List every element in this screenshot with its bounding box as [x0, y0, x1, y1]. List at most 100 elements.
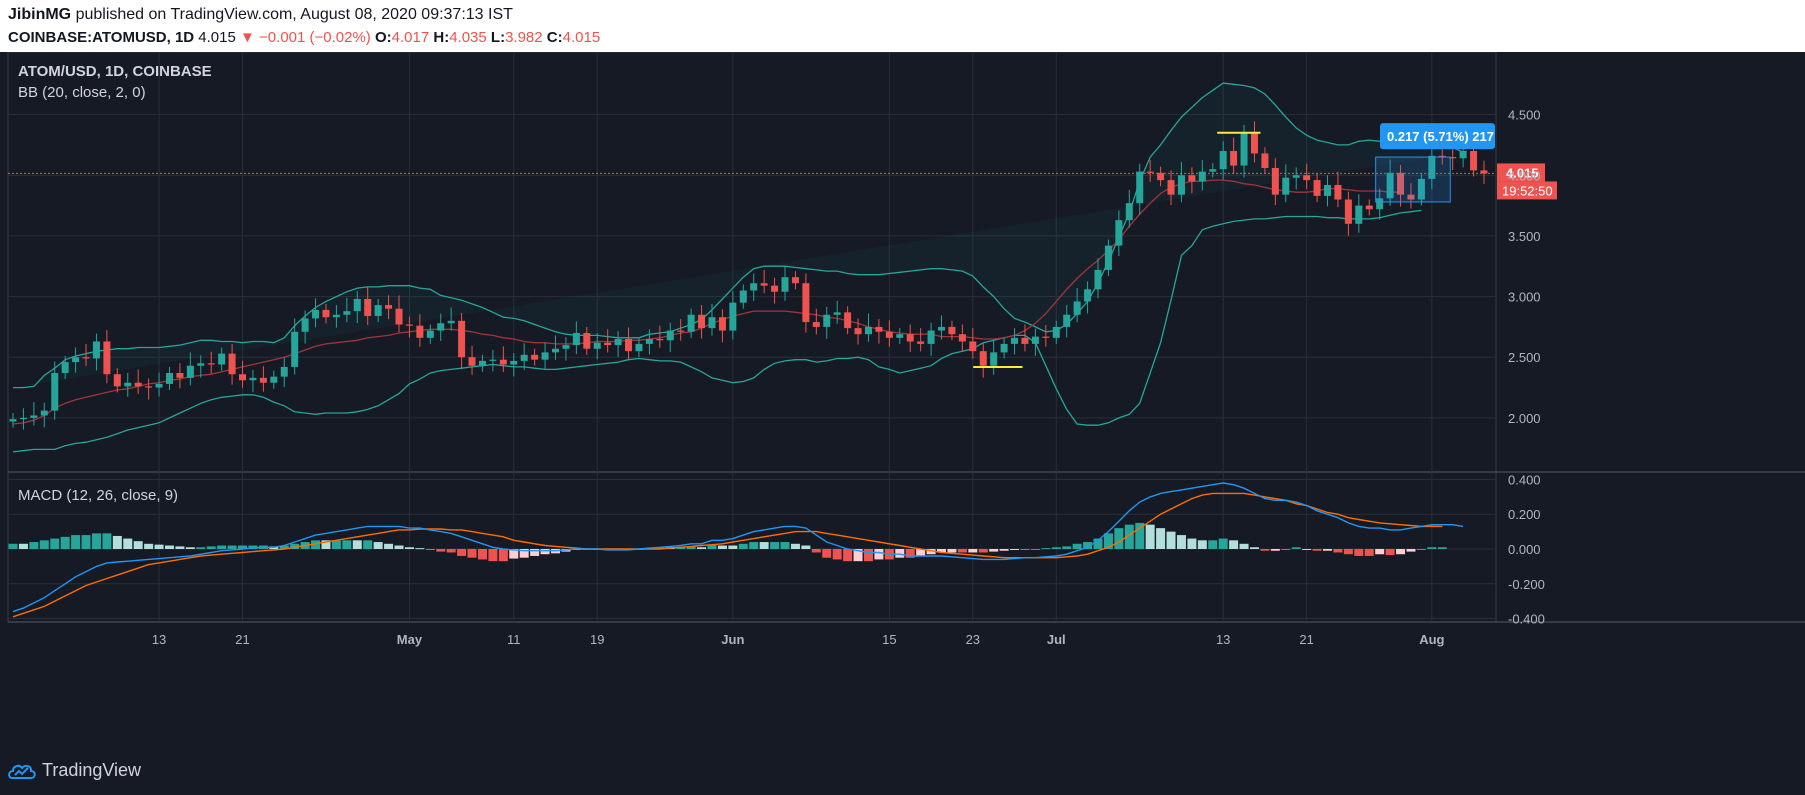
macd-histogram-bar [123, 538, 133, 549]
macd-histogram-bar [853, 549, 863, 562]
macd-histogram-bar [1083, 542, 1093, 549]
tradingview-logo[interactable]: TradingView [8, 760, 141, 781]
macd-histogram-bar [436, 549, 446, 552]
candle-body [1334, 184, 1342, 200]
macd-histogram-bar [905, 549, 915, 558]
macd-pane [8, 482, 1464, 618]
macd-histogram-bar [363, 540, 373, 549]
candle-body [833, 312, 841, 315]
x-tick-label: 11 [507, 632, 521, 647]
candle-body [791, 277, 799, 284]
macd-histogram-bar [238, 545, 248, 549]
candle-body [1428, 155, 1436, 179]
candle-body [625, 339, 633, 352]
candle-body [145, 386, 153, 388]
publish-header: JibinMG published on TradingView.com, Au… [0, 0, 1805, 52]
macd-histogram-bar [81, 535, 91, 549]
macd-histogram-bar [415, 548, 425, 550]
macd-histogram-bar [1010, 549, 1020, 550]
candle-body [1438, 155, 1446, 158]
macd-histogram-bar [1156, 528, 1166, 549]
chart-area[interactable]: 4.015 19:52:50 0.217 (5.71%) 217 13 21 May 11… [0, 52, 1805, 748]
macd-histogram-bar [697, 547, 707, 549]
candle-body [1042, 336, 1050, 338]
candle-body [218, 353, 226, 365]
macd-histogram-bar [530, 549, 540, 556]
macd-histogram-bar [39, 540, 49, 549]
candle-body [249, 377, 257, 381]
candle-body [666, 330, 674, 341]
macd-histogram-bar [60, 536, 70, 549]
macd-histogram-bar [373, 542, 383, 549]
macd-histogram-bar [102, 533, 112, 549]
candle-body [1407, 194, 1415, 200]
macd-histogram-bar [1093, 538, 1103, 549]
high-label: H: [433, 29, 450, 46]
candle-body [906, 334, 914, 342]
candle-body [604, 342, 612, 346]
x-tick-label: 13 [1216, 632, 1230, 647]
candle-body [1365, 205, 1373, 210]
candle-body [1261, 153, 1269, 168]
candle-body [1230, 150, 1238, 166]
macd-signal-line [12, 492, 1443, 618]
candle-body [1449, 157, 1457, 159]
candle-body [896, 334, 904, 338]
candle-body [1324, 184, 1332, 196]
macd-histogram-bar [1041, 548, 1051, 550]
candle-body [207, 363, 215, 365]
candle-body [228, 353, 236, 375]
candle-body [155, 383, 163, 388]
candle-body [176, 373, 184, 378]
macd-histogram-bar [1072, 543, 1082, 549]
candle-body [1376, 198, 1384, 210]
macd-histogram-bar [926, 549, 936, 555]
candle-body [1136, 171, 1144, 204]
macd-histogram-bar [999, 549, 1009, 551]
macd-histogram-bar [874, 549, 884, 560]
macd-histogram-bar [1020, 549, 1030, 550]
macd-histogram-bar [1343, 549, 1353, 555]
macd-histogram-bar [311, 540, 321, 549]
macd-histogram-bar [1051, 547, 1061, 549]
macd-histogram-bar [509, 549, 519, 559]
macd-histogram-bar [937, 549, 947, 553]
candle-body [343, 311, 351, 315]
open-value: 4.017 [391, 29, 430, 46]
x-tick-label: 23 [966, 632, 980, 647]
tradingview-cloud-icon [8, 764, 36, 779]
candle-body [917, 341, 925, 344]
candle-body [760, 283, 768, 286]
macd-histogram-bar [91, 533, 101, 549]
macd-histogram-bar [790, 543, 800, 549]
macd-histogram-bar [279, 545, 289, 549]
published-text: published on TradingView.com, August 08,… [75, 6, 513, 23]
macd-histogram-bar [1302, 549, 1312, 550]
candle-body [520, 354, 528, 361]
macd-histogram-bar [1375, 549, 1385, 555]
macd-y-tick-label: 0.400 [1508, 472, 1541, 487]
candle-body [885, 331, 893, 338]
macd-histogram-bar [1406, 549, 1416, 552]
macd-histogram-bar [488, 549, 498, 562]
macd-histogram-bar [540, 549, 550, 555]
y-tick-label: 2.500 [1508, 350, 1541, 365]
open-label: O: [374, 29, 392, 46]
candle-body [812, 322, 820, 327]
candle-body [385, 305, 393, 309]
macd-histogram-bar [1249, 547, 1259, 549]
candles [9, 121, 1488, 430]
macd-histogram-bar [342, 540, 352, 549]
author-name[interactable]: JibinMG [8, 6, 72, 23]
candle-body [1031, 336, 1039, 344]
low-value: 3.982 [505, 29, 543, 46]
x-tick-label: Jun [721, 632, 744, 647]
candle-body [301, 318, 309, 332]
candle-body [1115, 220, 1123, 246]
candle-body [1480, 170, 1488, 174]
low-label: L: [490, 29, 506, 46]
macd-histogram-bar [947, 549, 957, 553]
candle-body [1146, 171, 1154, 173]
candle-body [353, 299, 361, 312]
candle-body [645, 339, 653, 344]
